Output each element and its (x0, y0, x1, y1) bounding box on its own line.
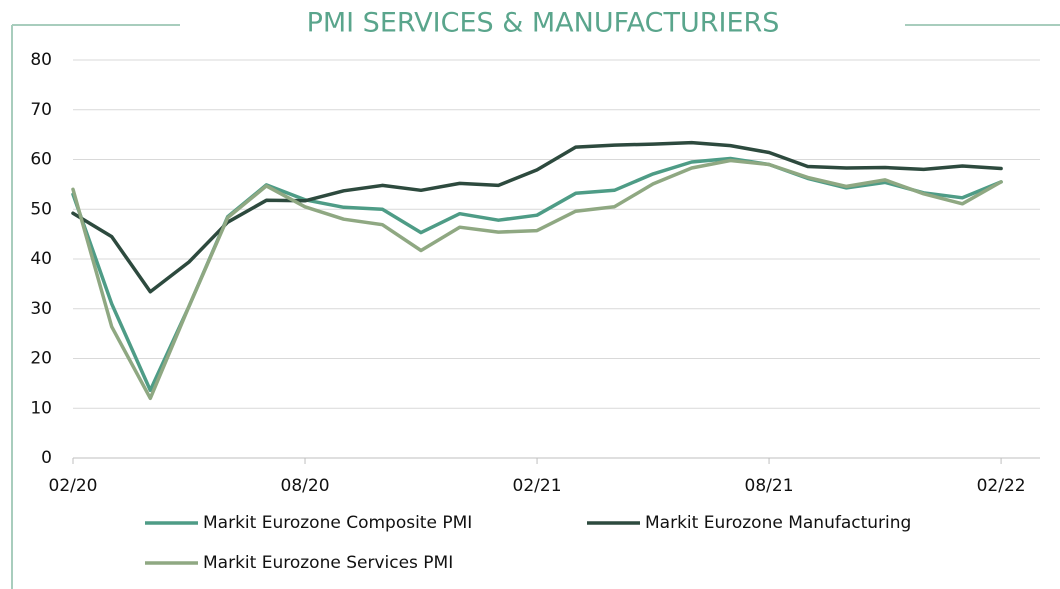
y-tick-label: 20 (30, 349, 52, 369)
x-tick-label: 02/21 (513, 476, 562, 496)
y-tick-label: 10 (30, 398, 52, 418)
y-tick-label: 50 (30, 199, 52, 219)
x-tick-label: 02/22 (977, 476, 1026, 496)
y-tick-label: 30 (30, 299, 52, 319)
y-tick-label: 60 (30, 150, 52, 170)
x-tick-label: 08/20 (281, 476, 330, 496)
x-tick-label: 08/21 (745, 476, 794, 496)
legend-label: Markit Eurozone Manufacturing (645, 513, 911, 533)
x-tick-label: 02/20 (49, 476, 98, 496)
y-tick-label: 80 (30, 50, 52, 70)
legend-label: Markit Eurozone Services PMI (203, 553, 453, 573)
y-tick-label: 40 (30, 249, 52, 269)
series-line (71, 140, 1003, 294)
y-tick-label: 70 (30, 100, 52, 120)
chart-title: PMI SERVICES & MANUFACTURIERS (307, 8, 780, 39)
legend-label: Markit Eurozone Composite PMI (203, 513, 472, 533)
y-tick-label: 0 (41, 448, 52, 468)
series-line (71, 156, 1003, 393)
series-line (71, 158, 1003, 401)
